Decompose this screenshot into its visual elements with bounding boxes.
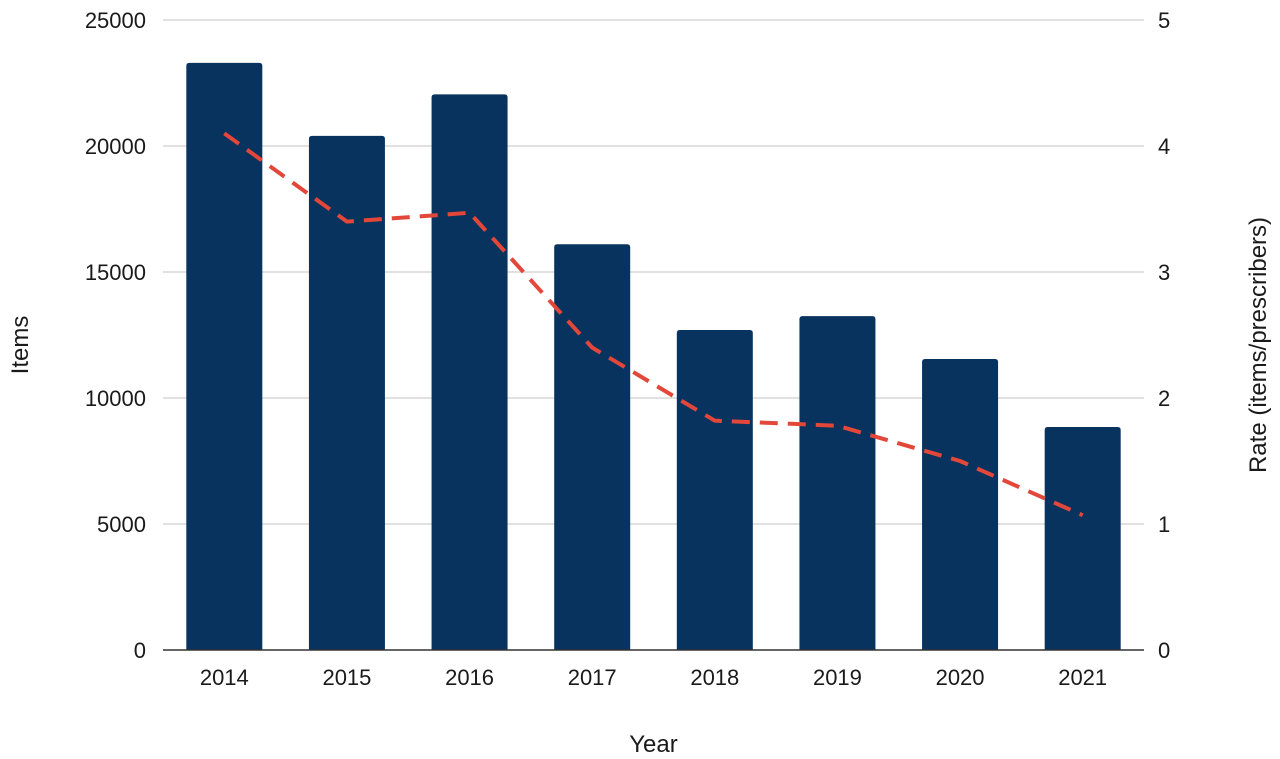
bar-2015 bbox=[308, 135, 385, 651]
bar-2020 bbox=[922, 358, 999, 650]
x-tick-label: 2015 bbox=[322, 665, 371, 690]
y2-tick-label: 2 bbox=[1158, 386, 1170, 411]
x-axis-ticks: 2014 2015 2016 2017 2018 2019 2020 2021 bbox=[200, 665, 1107, 690]
left-axis-ticks: 0 5000 10000 15000 20000 25000 bbox=[85, 8, 146, 663]
y2-axis-title: Rate (items/prescribers) bbox=[1245, 217, 1272, 473]
bar-2017 bbox=[554, 244, 631, 650]
y2-tick-label: 4 bbox=[1158, 134, 1170, 159]
x-axis-title: Year bbox=[629, 731, 678, 758]
y2-tick-label: 3 bbox=[1158, 260, 1170, 285]
y-tick-label: 10000 bbox=[85, 386, 146, 411]
bar-2021 bbox=[1044, 426, 1121, 650]
bar-2016 bbox=[431, 94, 508, 651]
rate-line bbox=[223, 131, 1084, 518]
y2-tick-label: 1 bbox=[1158, 512, 1170, 537]
y-tick-label: 15000 bbox=[85, 260, 146, 285]
x-tick-label: 2021 bbox=[1058, 665, 1107, 690]
y-tick-label: 25000 bbox=[85, 8, 146, 33]
x-tick-label: 2016 bbox=[445, 665, 494, 690]
y2-tick-label: 0 bbox=[1158, 638, 1170, 663]
bar-series bbox=[186, 62, 1121, 651]
bar-2014 bbox=[186, 62, 263, 650]
x-tick-label: 2018 bbox=[690, 665, 739, 690]
y-tick-label: 0 bbox=[134, 638, 146, 663]
y-tick-label: 5000 bbox=[97, 512, 146, 537]
y-axis-title: Items bbox=[7, 316, 34, 375]
x-tick-label: 2014 bbox=[200, 665, 249, 690]
bar-2018 bbox=[676, 329, 753, 650]
x-tick-label: 2017 bbox=[568, 665, 617, 690]
x-tick-label: 2019 bbox=[813, 665, 862, 690]
rate-line-series bbox=[223, 131, 1084, 518]
bar-2019 bbox=[799, 316, 876, 650]
y2-tick-label: 5 bbox=[1158, 8, 1170, 33]
right-axis-ticks: 0 1 2 3 4 5 bbox=[1158, 8, 1170, 663]
y-tick-label: 20000 bbox=[85, 134, 146, 159]
x-tick-label: 2020 bbox=[936, 665, 985, 690]
